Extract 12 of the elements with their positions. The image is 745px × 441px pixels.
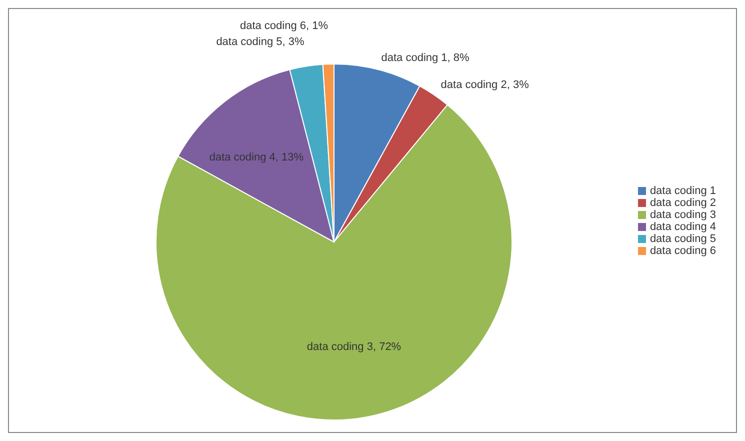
legend-label: data coding 5 [650,232,716,244]
data-label: data coding 4, 13% [209,152,304,164]
legend-label: data coding 2 [650,196,716,208]
legend-label: data coding 3 [650,208,716,220]
data-label: data coding 3, 72% [306,340,402,353]
legend-label: data coding 6 [650,244,716,256]
data-label: data coding 5, 3% [216,36,304,48]
data-label: data coding 2, 3% [440,78,530,91]
data-label: data coding 6, 1% [240,20,328,32]
legend-label: data coding 1 [650,184,716,196]
legend-label: data coding 4 [650,220,716,232]
data-label: data coding 1, 8% [381,52,470,64]
